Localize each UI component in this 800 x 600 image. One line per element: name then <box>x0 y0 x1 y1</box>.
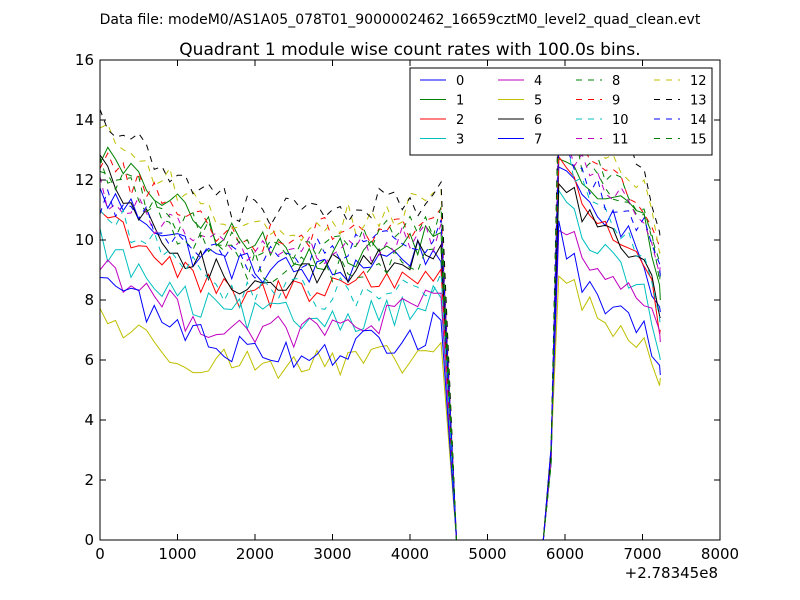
y-tick-label: 12 <box>75 171 94 189</box>
legend-label-0: 0 <box>456 74 464 89</box>
legend-frame <box>409 67 713 156</box>
y-tick-label: 6 <box>84 351 94 369</box>
y-tick-label: 0 <box>84 531 94 549</box>
x-tick-label: 2000 <box>236 545 274 563</box>
legend-label-13: 13 <box>690 94 707 109</box>
legend-label-14: 14 <box>690 113 707 128</box>
legend-label-12: 12 <box>690 74 707 89</box>
series-line-3 <box>99 188 661 541</box>
y-tick-label: 14 <box>75 111 94 129</box>
chart-suptitle: Data file: modeM0/AS1A05_078T01_90000024… <box>100 12 701 28</box>
y-tick-label: 2 <box>84 471 94 489</box>
x-tick-label: 3000 <box>313 545 351 563</box>
y-tick-label: 4 <box>84 411 94 429</box>
legend-label-8: 8 <box>612 74 620 89</box>
legend-label-2: 2 <box>456 113 464 128</box>
legend-label-1: 1 <box>456 94 464 109</box>
legend-label-4: 4 <box>534 74 542 89</box>
series-line-4 <box>99 229 661 541</box>
series-line-11 <box>99 133 661 541</box>
series-line-6 <box>99 154 661 541</box>
legend-label-11: 11 <box>612 133 629 148</box>
series-line-7 <box>99 220 661 541</box>
series-line-5 <box>99 275 661 541</box>
x-tick-label: 1000 <box>158 545 196 563</box>
x-tick-label: 7000 <box>623 545 661 563</box>
series-line-15 <box>99 101 661 541</box>
series-line-1 <box>99 146 661 541</box>
series-line-0 <box>99 166 661 541</box>
legend-label-15: 15 <box>690 133 707 148</box>
series-line-8 <box>99 95 661 541</box>
legend-label-10: 10 <box>612 113 629 128</box>
y-tick-label: 16 <box>75 51 94 69</box>
y-tick-label: 10 <box>75 231 94 249</box>
legend-label-7: 7 <box>534 133 542 148</box>
x-tick-label: 5000 <box>468 545 506 563</box>
x-axis-ticks: 0 1000 2000 3000 4000 5000 6000 7000 8000 <box>95 60 739 563</box>
x-tick-label: 6000 <box>546 545 584 563</box>
series-line-2 <box>99 155 661 541</box>
x-tick-label: 8000 <box>701 545 739 563</box>
legend-label-5: 5 <box>534 94 542 109</box>
chart-title: Quadrant 1 module wise count rates with … <box>179 40 640 60</box>
x-tick-label: 4000 <box>391 545 429 563</box>
series-line-10 <box>99 122 661 541</box>
x-tick-label: 0 <box>95 545 105 563</box>
x-axis-offset-label: +2.78345e8 <box>625 564 718 582</box>
legend-label-9: 9 <box>612 94 620 109</box>
legend-label-6: 6 <box>534 113 542 128</box>
legend-label-3: 3 <box>456 133 464 148</box>
y-tick-label: 8 <box>84 291 94 309</box>
series-line-14 <box>99 138 661 541</box>
